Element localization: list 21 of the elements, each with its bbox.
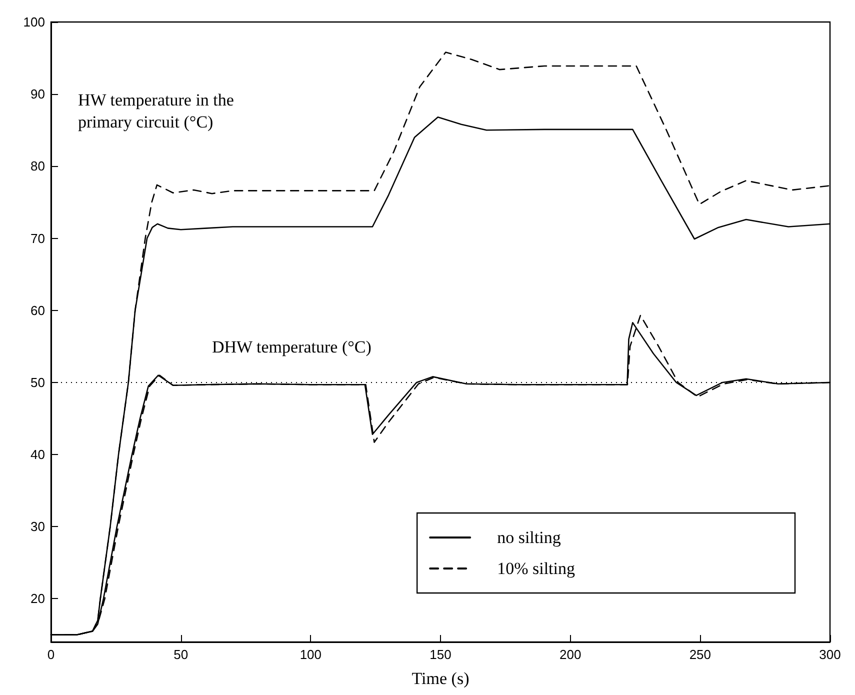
y-tick-label: 80: [30, 158, 45, 174]
x-tick-label: 100: [300, 647, 322, 662]
y-tick-label: 60: [30, 302, 45, 318]
y-tick-label: 70: [30, 230, 45, 246]
x-axis-title: Time (s): [412, 669, 470, 688]
x-tick-label: 300: [819, 647, 841, 662]
legend-label: 10% silting: [497, 559, 576, 578]
y-tick-label: 100: [23, 14, 45, 30]
annotation: HW temperature in the primary circuit (°C): [78, 90, 234, 132]
legend-label: no silting: [497, 528, 562, 547]
y-tick-label: 20: [30, 591, 45, 606]
annotation: DHW temperature (°C): [212, 338, 372, 356]
x-tick-label: 50: [174, 647, 188, 662]
y-tick-label: 50: [30, 374, 45, 390]
x-tick-label: 250: [689, 647, 712, 662]
x-tick-label: 0: [47, 647, 55, 662]
y-tick-label: 30: [30, 519, 45, 534]
y-tick-label: 40: [30, 447, 45, 462]
x-tick-label: 200: [559, 647, 582, 662]
y-tick-label: 90: [30, 86, 45, 102]
x-tick-label: 150: [430, 647, 452, 662]
